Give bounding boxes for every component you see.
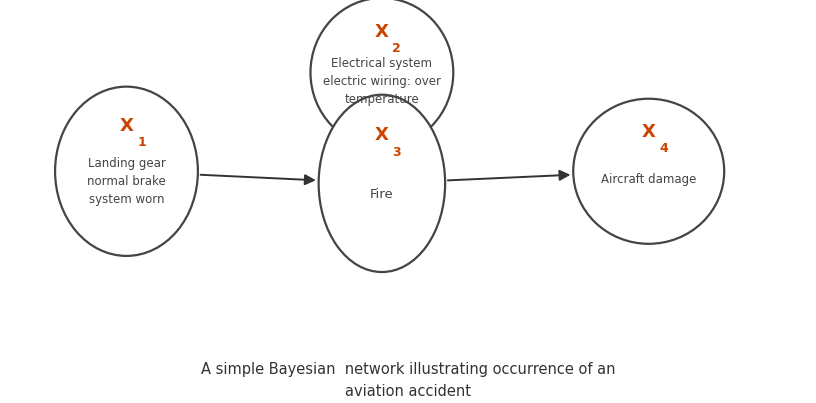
Text: 1: 1 (137, 136, 146, 149)
Ellipse shape (573, 99, 725, 244)
Text: Aircraft damage: Aircraft damage (601, 173, 696, 187)
Text: X: X (119, 116, 134, 135)
Ellipse shape (311, 0, 454, 147)
Text: 4: 4 (659, 142, 668, 155)
Text: Fire: Fire (370, 187, 394, 201)
Text: Electrical system
electric wiring: over
temperature: Electrical system electric wiring: over … (323, 57, 441, 106)
Text: Landing gear
normal brake
system worn: Landing gear normal brake system worn (87, 157, 166, 206)
Text: 2: 2 (392, 42, 401, 55)
Text: X: X (375, 127, 389, 145)
Text: A simple Bayesian  network illustrating occurrence of an
aviation accident: A simple Bayesian network illustrating o… (201, 362, 615, 399)
Ellipse shape (318, 95, 446, 272)
Text: X: X (375, 23, 389, 41)
Ellipse shape (55, 87, 197, 256)
Text: 3: 3 (392, 145, 401, 158)
Text: X: X (641, 123, 656, 141)
